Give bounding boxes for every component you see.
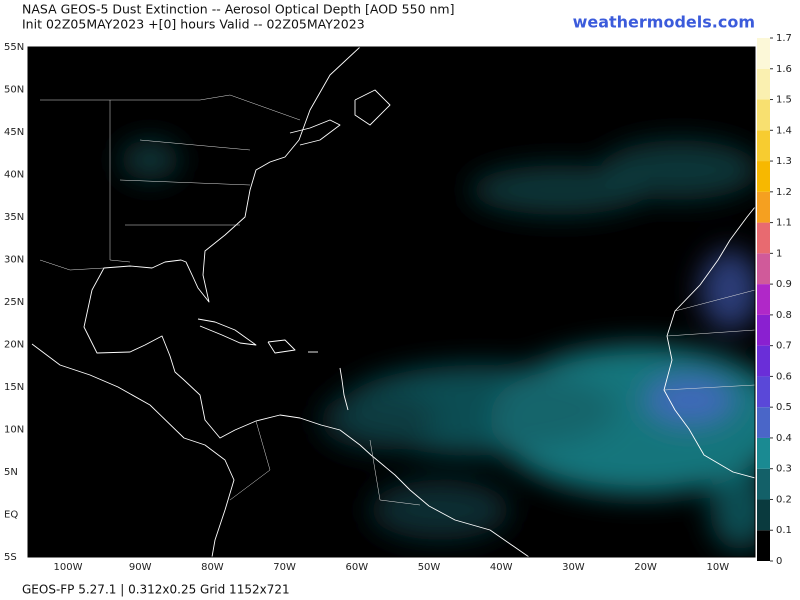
colorbar-segment [757,99,770,131]
colorbar-segment [757,191,770,223]
colorbar-label: 1.7 [776,33,792,44]
colorbar-segment [757,345,770,377]
colorbar-label: 0.9 [776,279,792,290]
footer: GEOS-FP 5.27.1 | 0.312x0.25 Grid 1152x72… [22,583,290,597]
lat-label: 35N [4,212,24,223]
colorbar-segment [757,222,770,254]
lon-label: 80W [201,562,224,573]
lon-label: 30W [562,562,585,573]
colorbar-segment [757,499,770,531]
dust-field [120,140,755,550]
colorbar: 0 0.1 0.2 0.3 0.4 0.5 0.6 0.7 0.8 0.9 1 1.1 1.2 1.3 1.… [757,33,792,567]
lat-label: 5S [4,552,17,563]
lat-labels: 55N 50N 45N 40N 35N 30N 25N 20N 15N 10N 5N EQ 5S [4,42,24,563]
colorbar-label: 0.7 [776,341,792,352]
colorbar-label: 0.2 [776,494,792,505]
lat-label: 20N [4,340,24,351]
colorbar-label: 1.3 [776,156,792,167]
colorbar-segment [757,284,770,315]
coastlines [31,47,755,557]
colorbar-segment [757,68,770,100]
colorbar-label: 1.2 [776,187,792,198]
map [28,47,755,557]
colorbar-label: 1.6 [776,64,792,75]
lat-label: EQ [4,510,18,521]
colorbar-segment [757,253,770,285]
colorbar-label: 1.1 [776,218,792,229]
colorbar-label: 0.8 [776,310,792,321]
colorbar-segment [757,38,770,69]
colorbar-label: 1 [776,248,782,259]
colorbar-label: 0.3 [776,464,792,475]
subtitle: Init 02Z05MAY2023 +[0] hours Valid -- 02… [22,17,365,32]
colorbar-label: 0.5 [776,402,792,413]
colorbar-segment [757,530,770,561]
colorbar-segment [757,376,770,408]
colorbar-label: 1.5 [776,95,792,106]
lat-label: 15N [4,382,24,393]
lat-label: 45N [4,127,24,138]
lat-label: 10N [4,425,24,436]
lon-label: 10W [706,562,729,573]
colorbar-label: 0.1 [776,525,792,536]
lat-label: 40N [4,170,24,181]
colorbar-segment [757,314,770,346]
lon-label: 70W [273,562,296,573]
colorbar-label: 0 [776,556,782,567]
lon-label: 60W [345,562,368,573]
lon-labels: 100W 90W 80W 70W 60W 50W 40W 30W 20W 10W [54,562,730,573]
lon-label: 50W [418,562,441,573]
colorbar-label: 0.6 [776,371,792,382]
lat-label: 5N [4,467,18,478]
colorbar-segment [757,130,770,162]
lon-label: 100W [54,562,83,573]
colorbar-label: 0.4 [776,433,792,444]
lon-label: 90W [129,562,152,573]
lat-label: 55N [4,42,24,53]
title: NASA GEOS-5 Dust Extinction -- Aerosol O… [22,2,454,17]
lon-label: 40W [490,562,513,573]
lat-label: 30N [4,255,24,266]
site-name: weathermodels.com [573,13,755,32]
colorbar-segment [757,468,770,500]
colorbar-segment [757,161,770,192]
lon-label: 20W [634,562,657,573]
map-frame [27,46,756,558]
colorbar-label: 1.4 [776,125,792,136]
lat-label: 50N [4,85,24,96]
lat-label: 25N [4,297,24,308]
colorbar-segment [757,407,770,438]
colorbar-segment [757,437,770,469]
